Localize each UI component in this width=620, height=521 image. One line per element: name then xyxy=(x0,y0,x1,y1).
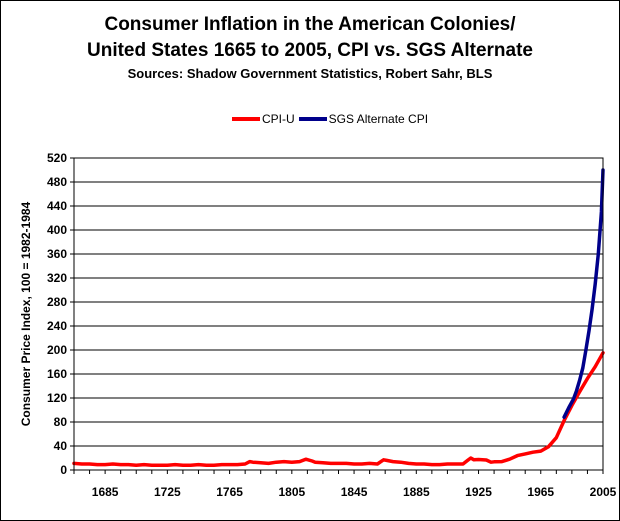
legend-item-sgs: SGS Alternate CPI xyxy=(298,112,429,126)
x-tick-label: 1845 xyxy=(341,485,368,499)
y-tick-label: 400 xyxy=(47,223,67,237)
y-tick-label: 360 xyxy=(47,247,67,261)
y-tick-label: 40 xyxy=(54,439,68,453)
x-tick-label: 1725 xyxy=(154,485,181,499)
y-axis-ticks: 0 40 80 120 160 200 240 280 320 360 400 440 480 520 xyxy=(47,151,74,477)
gridlines xyxy=(74,181,603,447)
y-tick-label: 200 xyxy=(47,343,67,357)
legend-item-cpi-u: CPI-U xyxy=(232,112,295,126)
series-line-cpi-u xyxy=(72,351,605,467)
legend-label-sgs: SGS Alternate CPI xyxy=(328,112,429,126)
chart-title-line-2: United States 1665 to 2005, CPI vs. SGS … xyxy=(87,40,533,61)
y-tick-label: 120 xyxy=(47,391,67,405)
y-tick-label: 520 xyxy=(47,151,67,165)
x-tick-label: 1685 xyxy=(92,485,119,499)
y-tick-label: 0 xyxy=(60,463,67,477)
plot-area-border xyxy=(73,157,604,471)
x-tick-label: 1765 xyxy=(216,485,243,499)
series-lines xyxy=(72,168,605,467)
chart-legend: CPI-U SGS Alternate CPI xyxy=(232,112,432,126)
y-tick-label: 280 xyxy=(47,295,67,309)
y-tick-label: 440 xyxy=(47,199,67,213)
x-tick-label: 1885 xyxy=(403,485,430,499)
legend-label-cpi-u: CPI-U xyxy=(262,112,295,126)
x-tick-label: 1965 xyxy=(527,485,554,499)
legend-swatch-sgs xyxy=(298,117,327,121)
y-tick-label: 320 xyxy=(47,271,67,285)
series-line-sgs-alternate-cpi xyxy=(562,168,605,419)
y-tick-label: 480 xyxy=(47,175,67,189)
x-axis-ticks: 1685 1725 1765 1805 1845 1885 1925 1965 2005 xyxy=(73,470,617,499)
x-tick-label: 1805 xyxy=(278,485,305,499)
chart-subtitle: Sources: Shadow Government Statistics, R… xyxy=(127,66,493,81)
legend-swatch-cpi-u xyxy=(232,117,260,121)
x-tick-label: 1925 xyxy=(465,485,492,499)
y-tick-label: 160 xyxy=(47,367,67,381)
y-tick-label: 240 xyxy=(47,319,67,333)
x-tick-label: 2005 xyxy=(590,485,617,499)
y-tick-label: 80 xyxy=(54,415,68,429)
chart-title-line-1: Consumer Inflation in the American Colon… xyxy=(104,14,516,35)
y-axis-label: Consumer Price Index, 100 = 1982-1984 xyxy=(19,201,33,426)
